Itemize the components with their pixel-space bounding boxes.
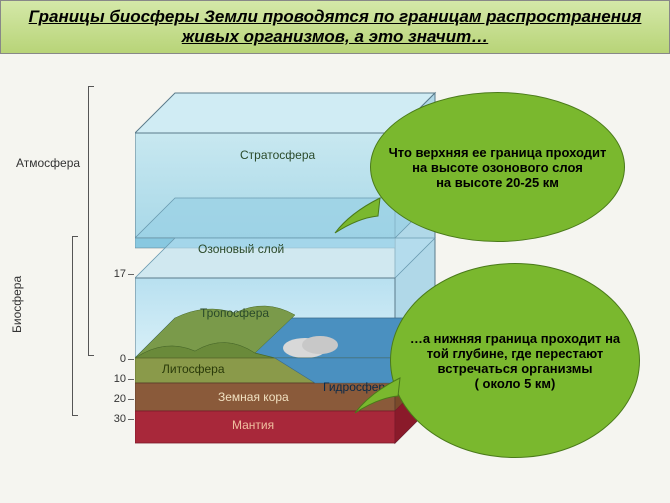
lower-bubble: …а нижняя граница проходит на той глубин… [390,263,640,458]
lower-bubble-text: …а нижняя граница проходит на той глубин… [401,331,629,391]
upper-bubble: Что верхняя ее граница проходит на высот… [370,92,625,242]
tick-0: 0 [104,353,126,365]
tick-line [128,274,134,275]
tick-20: 20 [104,393,126,405]
upper-bubble-tail [330,188,390,238]
crust-label: Земная кора [218,390,289,404]
title-bar: Границы биосферы Земли проводятся по гра… [0,0,670,54]
tick-30: 30 [104,413,126,425]
tick-line [128,419,134,420]
mantle-label: Мантия [232,418,274,432]
ozone-label: Озоновый слой [198,242,284,256]
atmosphere-bracket [88,86,94,356]
diagram: Атмосфера Биосфера 17 0 10 20 30 [0,68,670,503]
tick-line [128,399,134,400]
tick-line [128,379,134,380]
tick-17: 17 [104,268,126,280]
page-title: Границы биосферы Земли проводятся по гра… [29,7,642,46]
atmosphere-label: Атмосфера [16,156,80,170]
tick-10: 10 [104,373,126,385]
biosphere-bracket [72,236,78,416]
tick-line [128,359,134,360]
upper-bubble-text: Что верхняя ее граница проходит на высот… [381,145,614,190]
stratosphere-label: Стратосфера [240,148,315,162]
biosphere-label: Биосфера [10,276,24,333]
troposphere-label: Тропосфера [200,306,269,320]
lithosphere-label: Литосфера [162,362,225,376]
lower-bubble-tail [350,368,410,418]
